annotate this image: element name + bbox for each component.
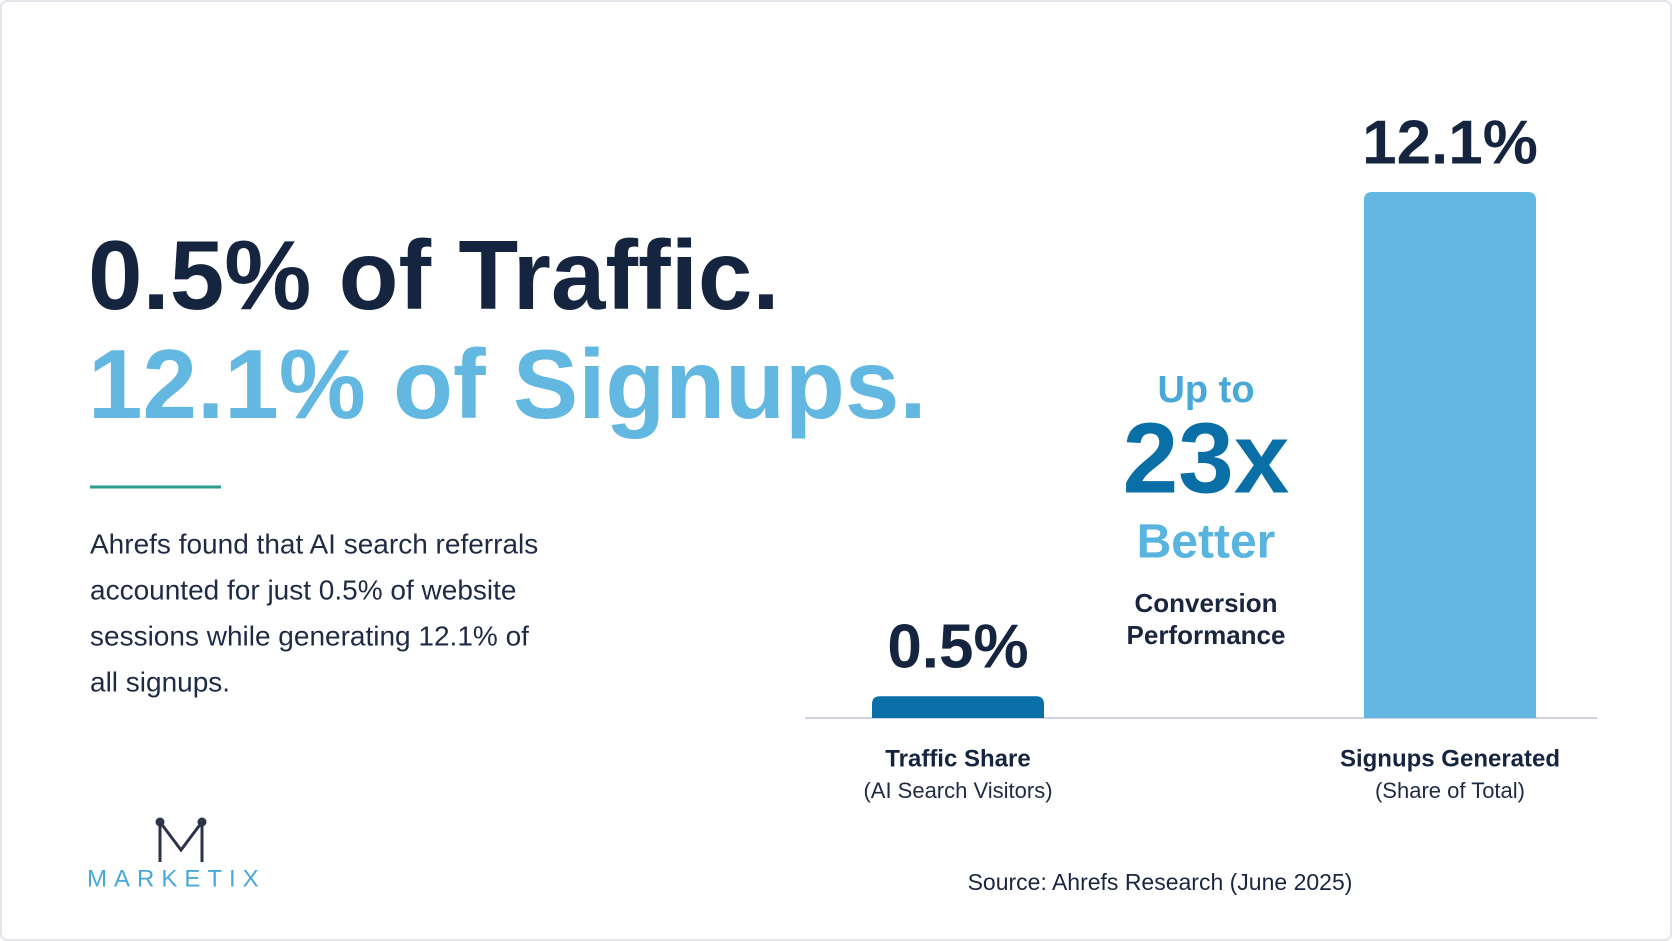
body-line: sessions while generating 12.1% of — [90, 620, 529, 651]
annotation-top: Up to — [1157, 369, 1254, 411]
body-line: Ahrefs found that AI search referrals — [90, 528, 538, 559]
headline-line2: 12.1% of Signups. — [88, 329, 927, 439]
value-label: 12.1% — [1362, 108, 1538, 177]
annotation-line: Conversion — [1134, 588, 1277, 618]
logo-text: MARKETIX — [87, 865, 266, 892]
category-subtitle: (Share of Total) — [1375, 778, 1525, 803]
annotation-big: 23x — [1123, 402, 1290, 514]
category-label: Traffic Share — [885, 745, 1030, 772]
body-line: all signups. — [90, 666, 230, 697]
annotation-middle: Better — [1137, 516, 1276, 569]
source: Source: Ahrefs Research (June 2025) — [968, 869, 1353, 895]
logo-dot — [155, 817, 165, 827]
headline-line1: 0.5% of Traffic. — [88, 220, 780, 330]
chart: 0.5% Traffic Share (AI Search Visitors) 12.… — [805, 108, 1597, 803]
category-label: Signups Generated — [1340, 745, 1560, 772]
body-text: Ahrefs found that AI search referrals acc… — [90, 528, 538, 697]
category-subtitle: (AI Search Visitors) — [863, 778, 1052, 803]
body-line: accounted for just 0.5% of website — [90, 574, 516, 605]
bar — [872, 696, 1044, 718]
logo-m — [158, 817, 204, 862]
bar — [1364, 192, 1536, 718]
value-label: 0.5% — [887, 613, 1028, 682]
logo-icon — [155, 817, 207, 862]
annotation-line: Performance — [1127, 620, 1286, 650]
logo-dot — [197, 817, 207, 827]
